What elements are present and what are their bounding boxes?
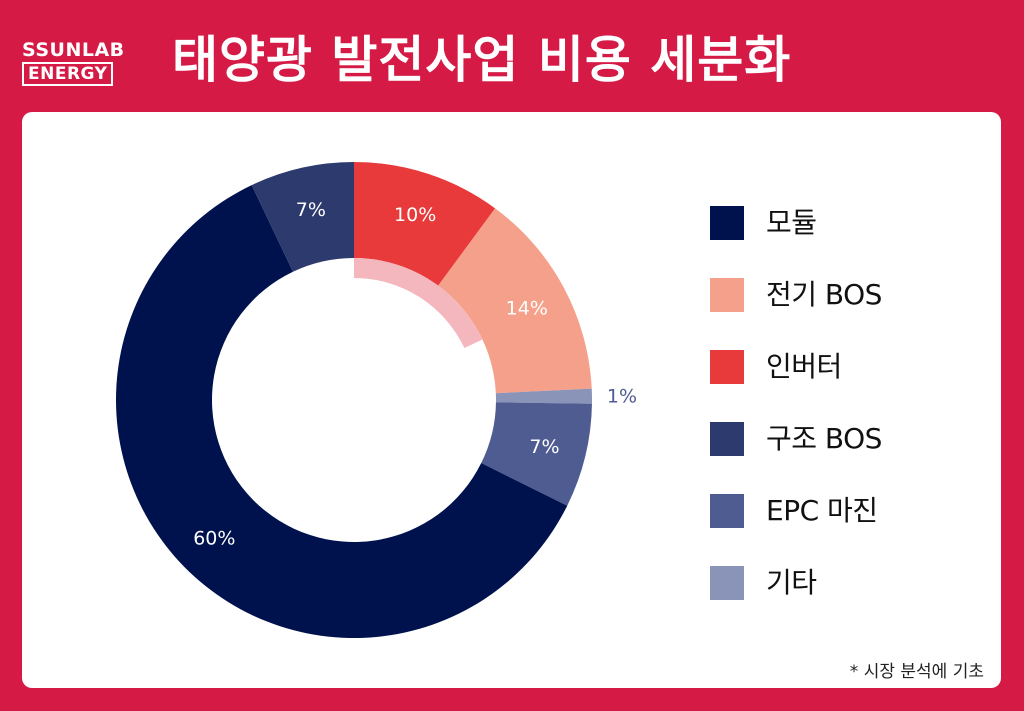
inner-accent-ring	[354, 258, 483, 349]
slice-module	[116, 185, 568, 638]
legend-swatch	[710, 566, 744, 600]
slice-electrical-bos	[438, 208, 592, 394]
slice-label: 1%	[607, 386, 637, 408]
slice-label: 7%	[529, 436, 559, 458]
brand-line1: SSUNLAB	[22, 39, 125, 61]
legend-swatch	[710, 494, 744, 528]
brand-logo: SSUNLAB ENERGY	[22, 40, 134, 86]
slice-label: 7%	[296, 199, 326, 221]
legend-label: 기타	[766, 566, 817, 599]
slice-label: 10%	[394, 204, 436, 226]
legend-label: 인버터	[766, 350, 842, 383]
slice-epc-margin	[481, 402, 592, 506]
legend-swatch	[710, 278, 744, 312]
brand-line2: ENERGY	[22, 62, 114, 86]
slice-label: 14%	[506, 297, 548, 319]
legend-label: 모듈	[766, 206, 817, 239]
footnote: * 시장 분석에 기초	[849, 662, 984, 682]
slice-structural-bos	[251, 162, 354, 272]
legend-swatch	[710, 206, 744, 240]
legend-swatch	[710, 350, 744, 384]
slice-inverter	[354, 162, 496, 286]
legend-label: 구조 BOS	[766, 422, 882, 455]
legend-swatch	[710, 422, 744, 456]
slice-label: 60%	[193, 527, 235, 549]
legend-label: 전기 BOS	[766, 278, 882, 311]
legend-label: EPC 마진	[766, 494, 878, 527]
slice-other	[495, 388, 593, 404]
page-title: 태양광 발전사업 비용 세분화	[172, 31, 792, 89]
